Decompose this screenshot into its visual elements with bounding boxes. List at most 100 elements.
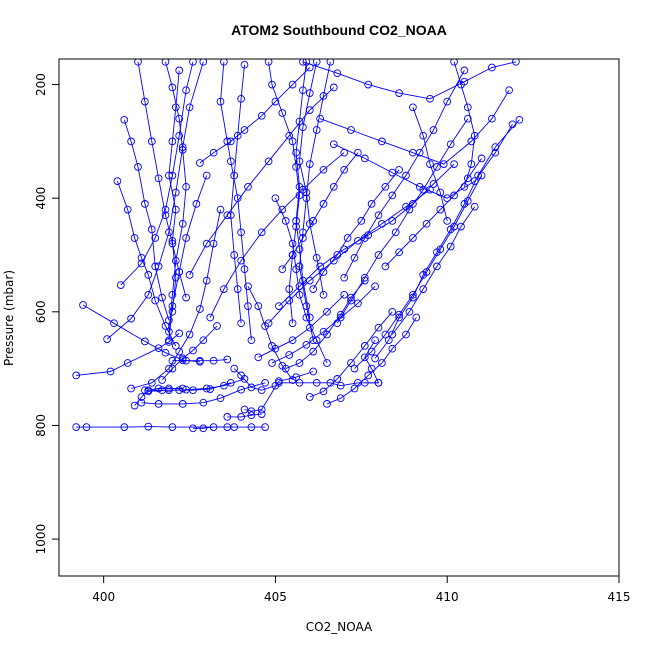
- data-point: [130, 401, 139, 410]
- data-point: [165, 316, 173, 325]
- data-point: [333, 69, 342, 78]
- data-point: [333, 251, 342, 259]
- data-point: [288, 239, 297, 248]
- data-point: [505, 86, 513, 95]
- data-point: [357, 217, 366, 225]
- data-point: [343, 234, 352, 242]
- y-axis-label: Pressure (mbar): [2, 270, 16, 366]
- data-point: [415, 182, 424, 191]
- data-point: [220, 285, 228, 293]
- data-point: [309, 285, 318, 293]
- data-point: [110, 319, 118, 328]
- data-point: [295, 191, 304, 200]
- data-point: [141, 200, 149, 208]
- data-point: [233, 285, 242, 293]
- data-point: [419, 285, 428, 293]
- data-series: [130, 384, 187, 410]
- data-point: [168, 302, 177, 310]
- data-point: [247, 411, 256, 420]
- data-point: [257, 405, 266, 414]
- data-point: [237, 385, 245, 394]
- data-point: [305, 276, 314, 285]
- data-point: [378, 359, 386, 367]
- data-point: [395, 165, 403, 174]
- data-series: [116, 59, 197, 289]
- data-point: [199, 336, 208, 345]
- data-point: [158, 376, 166, 384]
- data-point: [364, 371, 373, 380]
- data-point: [161, 59, 170, 66]
- data-point: [178, 219, 187, 228]
- data-point: [381, 182, 390, 191]
- data-point: [182, 86, 190, 95]
- data-point: [422, 219, 431, 228]
- data-series: [264, 185, 434, 328]
- data-point: [305, 89, 314, 97]
- data-point: [123, 359, 132, 367]
- data-point: [388, 330, 397, 339]
- data-series: [134, 59, 190, 302]
- data-point: [347, 126, 355, 134]
- data-point: [127, 314, 135, 323]
- data-point: [223, 355, 232, 364]
- data-point: [388, 168, 397, 177]
- data-point: [216, 394, 225, 403]
- data-point: [288, 80, 297, 89]
- data-point: [350, 364, 359, 373]
- data-point: [151, 262, 160, 271]
- data-point: [154, 174, 163, 183]
- data-series: [165, 171, 211, 345]
- data-point: [154, 344, 163, 353]
- data-point: [477, 154, 486, 163]
- series-line: [137, 61, 187, 298]
- data-point: [340, 273, 349, 282]
- data-series: [226, 60, 249, 328]
- data-series: [381, 154, 486, 271]
- data-point: [336, 381, 345, 390]
- data-point: [178, 384, 187, 393]
- data-point: [240, 265, 249, 274]
- data-point: [433, 163, 441, 171]
- data-point: [319, 387, 328, 396]
- data-point: [426, 160, 434, 168]
- data-point: [450, 59, 458, 66]
- data-point: [371, 282, 379, 291]
- data-series: [268, 282, 379, 367]
- data-point: [144, 290, 153, 299]
- data-point: [137, 259, 146, 268]
- data-series-layer: [72, 59, 524, 433]
- data-point: [178, 146, 187, 154]
- data-point: [199, 398, 208, 407]
- data-point: [340, 148, 349, 157]
- data-point: [189, 424, 197, 433]
- data-point: [240, 60, 249, 69]
- data-point: [168, 290, 177, 299]
- data-point: [347, 359, 355, 367]
- data-point: [419, 131, 428, 140]
- series-line: [274, 198, 328, 364]
- data-point: [388, 217, 397, 225]
- data-series: [323, 313, 421, 408]
- series-line: [168, 70, 180, 312]
- data-series: [158, 322, 221, 384]
- data-point: [216, 205, 225, 214]
- data-point: [168, 137, 177, 146]
- data-point: [199, 59, 208, 66]
- data-point: [82, 423, 91, 431]
- data-point: [316, 262, 324, 271]
- data-point: [426, 94, 434, 103]
- data-point: [439, 160, 448, 168]
- data-point: [292, 163, 300, 171]
- data-point: [113, 177, 122, 185]
- data-point: [378, 137, 386, 146]
- data-point: [443, 97, 452, 106]
- data-point: [467, 160, 476, 168]
- series-line: [309, 311, 393, 398]
- y-tick-label: 400: [34, 187, 48, 210]
- data-point: [278, 109, 287, 117]
- data-point: [371, 336, 379, 345]
- data-point: [233, 131, 242, 140]
- data-point: [247, 423, 256, 431]
- data-point: [463, 114, 472, 123]
- data-point: [175, 114, 184, 123]
